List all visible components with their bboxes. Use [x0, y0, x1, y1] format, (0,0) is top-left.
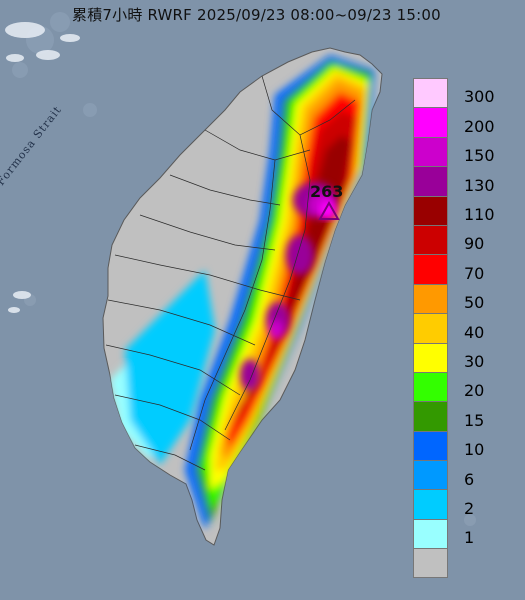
legend-swatch	[413, 430, 448, 461]
legend-swatch	[413, 283, 448, 314]
legend-label: 1	[464, 528, 475, 548]
legend-swatch	[413, 371, 448, 402]
map-title: 累積7小時 RWRF 2025/09/23 08:00~09/23 15:00	[72, 6, 441, 24]
legend-swatch	[413, 254, 448, 284]
legend-swatch	[413, 489, 448, 519]
legend-swatch	[413, 518, 448, 549]
legend-swatch	[413, 136, 448, 167]
legend-swatch	[413, 401, 448, 431]
legend-label: 30	[464, 352, 485, 371]
legend-label: 130	[464, 175, 495, 195]
legend-label: 20	[464, 381, 485, 401]
legend-swatch	[413, 313, 448, 343]
legend-label: 90	[464, 234, 485, 254]
boundary-lines	[105, 75, 356, 471]
legend-swatch	[413, 224, 448, 255]
color-legend	[413, 78, 448, 578]
legend-label: 2	[464, 499, 475, 518]
triangle-icon	[318, 200, 340, 220]
legend-swatch	[413, 78, 448, 108]
cloud-patches	[5, 22, 80, 313]
legend-swatch	[413, 107, 448, 137]
legend-label: 50	[464, 293, 485, 313]
legend-label: 110	[464, 205, 495, 224]
legend-label: 200	[464, 116, 495, 136]
legend-label: 40	[464, 322, 485, 342]
legend-swatch	[413, 460, 448, 490]
legend-label: 300	[464, 87, 495, 107]
legend-label: 10	[464, 440, 485, 460]
legend-label: 150	[464, 146, 495, 166]
legend-label: 15	[464, 410, 485, 430]
legend-swatch	[413, 166, 448, 196]
legend-swatch	[413, 548, 448, 578]
legend-swatch	[413, 342, 448, 372]
legend-swatch	[413, 195, 448, 225]
peak-value-label: 263	[310, 182, 344, 201]
legend-label: 6	[464, 469, 475, 489]
legend-label: 70	[464, 263, 485, 283]
